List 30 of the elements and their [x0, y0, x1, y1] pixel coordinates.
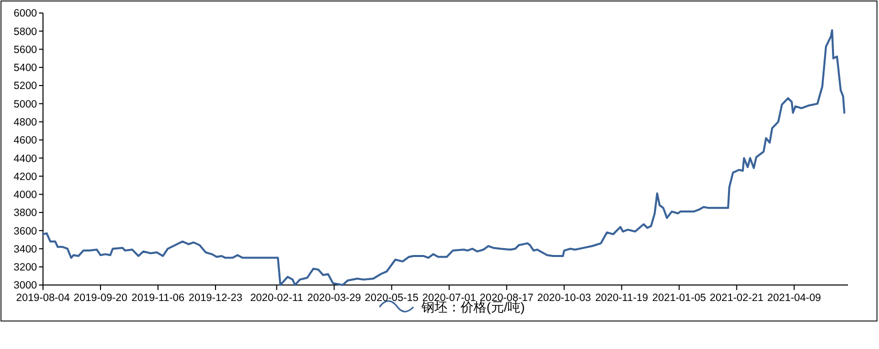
y-tick-label: 4600 [14, 134, 38, 147]
x-tick-label: 2021-04-09 [767, 292, 822, 304]
y-tick-label: 5000 [14, 98, 38, 110]
x-tick-label: 2021-02-21 [710, 292, 764, 304]
x-tick-label: 2020-11-19 [595, 292, 648, 304]
x-tick-label: 2019-12-23 [188, 292, 243, 304]
legend-label: 钢坯：价格(元/吨) [420, 300, 525, 315]
y-tick-label: 5800 [14, 26, 38, 38]
x-tick-label: 2021-01-05 [652, 292, 706, 304]
y-tick-label: 5400 [14, 62, 38, 74]
y-tick-label: 5600 [14, 44, 38, 56]
x-tick-label: 2020-03-29 [307, 292, 362, 304]
y-tick-label: 4200 [14, 170, 38, 183]
line-series [42, 29, 846, 286]
y-tick-label: 3600 [14, 225, 38, 238]
y-tick-label: 4400 [14, 152, 38, 165]
y-tick-label: 3800 [14, 207, 38, 220]
x-tick-label: 2019-09-20 [74, 292, 128, 304]
x-tick-label: 2020-10-03 [537, 292, 592, 304]
x-tick-label: 2020-02-11 [250, 292, 304, 304]
y-tick-label: 6000 [14, 8, 38, 20]
y-tick-label: 4800 [14, 116, 38, 128]
x-tick-label: 2019-11-06 [132, 292, 185, 304]
y-tick-label: 5200 [14, 80, 38, 92]
x-tick-label: 2020-05-15 [364, 292, 419, 304]
y-tick-label: 3000 [14, 280, 38, 292]
y-tick-label: 3400 [14, 243, 38, 256]
y-tick-label: 4000 [14, 189, 38, 202]
y-tick-label: 3200 [14, 262, 38, 274]
x-tick-label: 2019-08-04 [16, 292, 70, 304]
